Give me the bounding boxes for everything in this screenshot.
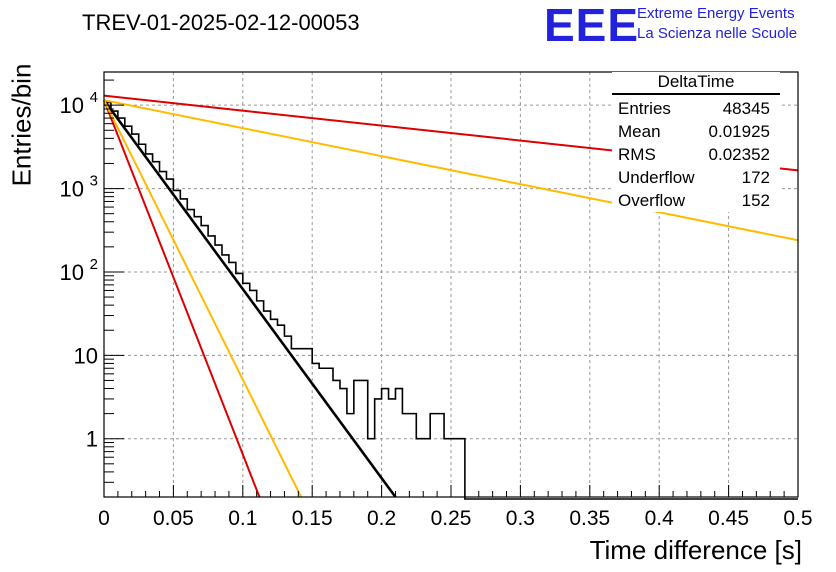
fit-line-red	[103, 99, 261, 498]
y-tick-label: 10	[74, 343, 98, 368]
stats-row: Entries 48345	[612, 97, 780, 120]
stats-value: 0.01925	[708, 122, 770, 141]
stats-value: 48345	[722, 99, 770, 118]
stats-label: Underflow	[618, 168, 695, 187]
stats-row: RMS 0.02352	[612, 143, 780, 166]
stats-box: DeltaTime Entries 48345 Mean 0.01925 RMS…	[612, 72, 780, 212]
axis-ticks	[103, 79, 799, 498]
stats-label: Overflow	[618, 191, 686, 210]
stats-label: RMS	[618, 145, 656, 164]
x-tick-label: 0	[98, 507, 110, 530]
x-tick-label: 0.1	[228, 507, 257, 530]
logo-line-1: Extreme Energy Events	[637, 5, 795, 22]
fit-line-orange	[103, 99, 799, 242]
x-tick-label: 0.35	[569, 507, 610, 530]
fit-line-orange	[103, 99, 302, 498]
y-tick-label: 10	[60, 260, 84, 285]
x-tick-label: 0.45	[708, 507, 749, 530]
stats-title: DeltaTime	[612, 72, 780, 95]
x-tick-label: 0.15	[292, 507, 333, 530]
y-axis-label: Entries/bin	[6, 63, 37, 187]
y-tick-label: 10	[60, 177, 84, 202]
y-tick-exponent: 4	[90, 89, 98, 106]
x-tick-label: 0.05	[153, 507, 194, 530]
stats-label: Mean	[618, 122, 661, 141]
stats-row: Overflow 152	[612, 189, 780, 212]
y-tick-exponent: 2	[90, 256, 98, 273]
histogram-steps	[104, 101, 798, 500]
y-tick-label: 10	[60, 93, 84, 118]
histogram	[104, 101, 798, 500]
fit-line-black	[102, 99, 397, 498]
stats-label: Entries	[618, 99, 671, 118]
x-tick-label: 0.2	[367, 507, 396, 530]
stats-row: Mean 0.01925	[612, 120, 780, 143]
tick-labels: 0 0.05 0.1 0.15 0.2 0.25 0.3 0.35 0.4 0.45 0.5 1 10 1…	[60, 89, 813, 530]
x-axis-label: Time difference [s]	[589, 535, 802, 565]
stats-value: 152	[741, 191, 770, 210]
x-tick-label: 0.25	[431, 507, 472, 530]
x-tick-label: 0.3	[506, 507, 535, 530]
stats-value: 0.02352	[708, 145, 770, 164]
y-tick-label: 1	[86, 427, 98, 452]
stats-value: 172	[741, 168, 770, 187]
stats-row: Underflow 172	[612, 166, 780, 189]
logo-line-2: La Scienza nelle Scuole	[637, 25, 798, 42]
eee-logo: EEE	[544, 0, 640, 51]
y-tick-exponent: 3	[90, 173, 98, 190]
x-tick-label: 0.5	[783, 507, 812, 530]
x-tick-label: 0.4	[645, 507, 675, 530]
chart-title: TREV-01-2025-02-12-00053	[82, 10, 360, 35]
